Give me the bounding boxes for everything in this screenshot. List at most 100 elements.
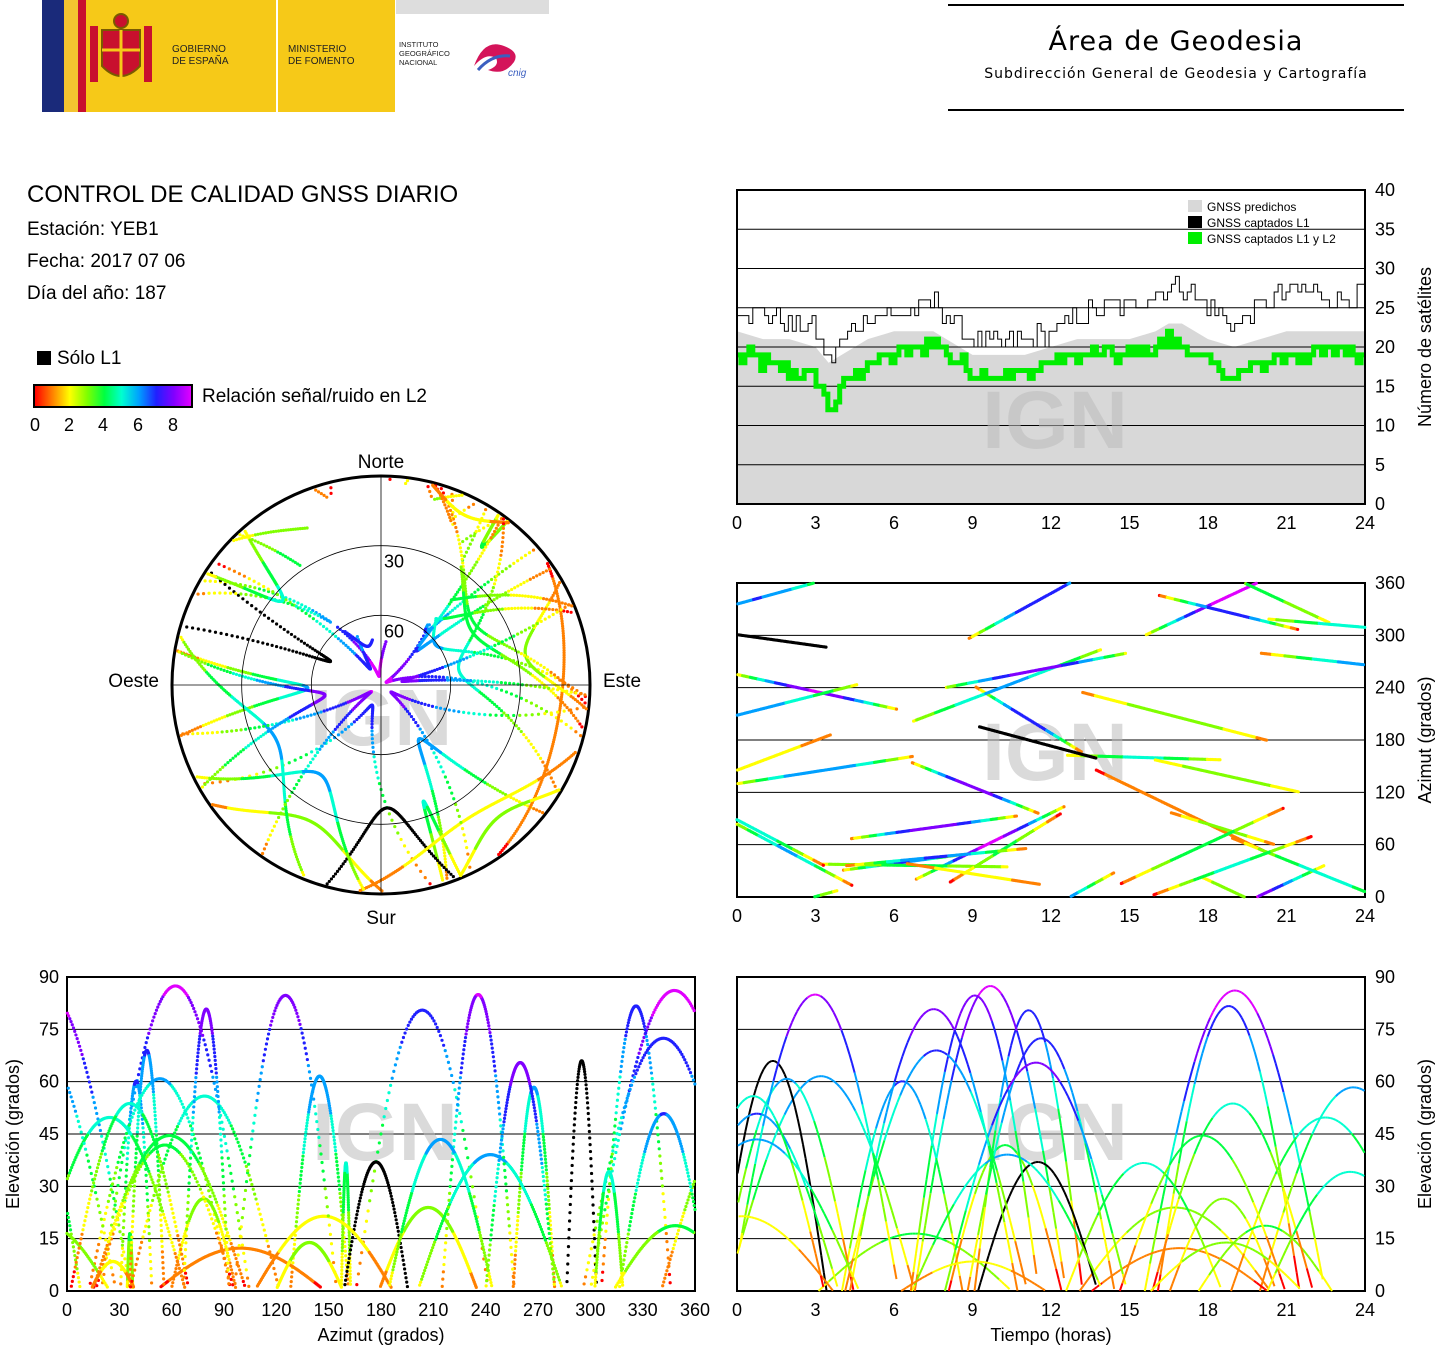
skyplot-point (218, 591, 222, 595)
skyplot-point (343, 727, 348, 731)
skyplot-point (228, 591, 233, 595)
skyplot-point (535, 595, 540, 600)
skyplot-point (287, 761, 291, 765)
skyplot-point (527, 551, 532, 555)
skyplot-point (578, 734, 583, 738)
skyplot-point (248, 585, 252, 589)
skyplot-point (444, 868, 448, 872)
skyplot-point (535, 661, 540, 665)
skyplot-point (519, 696, 523, 700)
skyplot-point (436, 812, 440, 816)
azimuth-time-point (1322, 864, 1326, 868)
azimuth-time-point (1037, 882, 1041, 886)
x-tick-label: 0 (732, 513, 742, 533)
skyplot-point (302, 641, 307, 645)
skyplot-point (467, 505, 471, 509)
azimuth-time-point (835, 889, 839, 893)
skyplot-point (410, 652, 414, 656)
skyplot-point (321, 624, 326, 629)
azimuth-time-point (1254, 581, 1258, 585)
ign-watermark: IGN (982, 375, 1128, 466)
skyplot-point (344, 643, 348, 647)
skyplot-point (235, 635, 240, 639)
skyplot-point (371, 745, 375, 749)
skyplot-point (474, 529, 478, 534)
l1-l2-series-line (737, 328, 1365, 413)
skyplot-point (574, 730, 578, 734)
snr-tick: 6 (133, 415, 144, 435)
skyplot-point (545, 668, 550, 672)
skyplot-point (405, 479, 410, 483)
skyplot-point (223, 591, 227, 595)
skyplot-point (468, 542, 472, 546)
skyplot-point (445, 873, 449, 877)
y-tick-label: 35 (1375, 219, 1395, 239)
header-bottom-rule (948, 109, 1404, 111)
skyplot-point (559, 678, 564, 682)
skyplot-point (227, 567, 231, 571)
x-tick-label: 12 (1041, 906, 1061, 926)
skyplot-point (193, 727, 197, 731)
skyplot-point (370, 733, 374, 737)
x-tick-label: 15 (1119, 513, 1139, 533)
skyplot-point (532, 659, 536, 663)
skyplot-point (564, 722, 568, 727)
legend-swatch (1188, 216, 1202, 228)
area-title: Área de Geodesia (1048, 26, 1304, 57)
x-tick-label: 24 (1355, 513, 1375, 533)
skyplot-point (522, 653, 527, 657)
x-tick-label: 18 (1198, 906, 1218, 926)
skyplot-point (504, 690, 509, 694)
skyplot-point (339, 639, 343, 643)
x-tick-label: 21 (1276, 906, 1296, 926)
skyplot-point (212, 591, 217, 595)
skyplot-point (274, 644, 279, 649)
skyplot-point (217, 562, 221, 566)
doy-label: Día del año: 187 (27, 283, 167, 304)
skyplot-point (485, 683, 489, 688)
skyplot-point (500, 569, 505, 574)
azimuth-time-point (821, 863, 825, 867)
skyplot-point (428, 882, 432, 886)
x-tick-label: 18 (1198, 513, 1218, 533)
skyplot-point (294, 650, 299, 654)
skyplot-point (427, 674, 431, 679)
skyplot-point (262, 588, 266, 592)
skyplot-point (271, 590, 275, 594)
skyplot-point (331, 874, 336, 879)
y-tick-label: 15 (1375, 376, 1395, 396)
skyplot-point (215, 662, 219, 667)
skyplot-point (251, 638, 255, 643)
skyplot-point (225, 632, 229, 637)
legend-swatch (1188, 232, 1202, 244)
azimuth-time-point (1218, 758, 1222, 762)
x-tick-label: 9 (967, 906, 977, 926)
skyplot-point (202, 628, 206, 632)
skyplot-point (325, 882, 329, 886)
skyplot-point (289, 632, 294, 637)
skyplot-point (524, 699, 529, 703)
skyplot-point (232, 569, 237, 573)
skyplot-point (523, 594, 528, 598)
area-header: Área de Geodesia Subdirección General de… (948, 4, 1404, 111)
skyplot-point (545, 561, 550, 566)
x-tick-label: 3 (810, 906, 820, 926)
skyplot-point (436, 815, 441, 819)
skyplot-point (352, 720, 356, 724)
azimuth-time-point (1363, 625, 1367, 629)
date-label: Fecha: 2017 07 06 (27, 251, 186, 272)
y-tick-label: 180 (1375, 730, 1405, 750)
skyplot-point (529, 595, 533, 599)
x-tick-label: 15 (1119, 906, 1139, 926)
skyplot-point (520, 594, 525, 598)
skyplot-point (210, 781, 215, 785)
skyplot-point (256, 640, 260, 644)
skyplot-point (437, 821, 442, 825)
skyplot-point (207, 591, 211, 595)
ministerio-text: MINISTERIO DE FOMENTO (288, 44, 355, 67)
skyplot-point (203, 579, 207, 583)
skyplot-point (254, 607, 258, 611)
skyplot-point (554, 599, 558, 603)
skyplot-point (458, 542, 462, 546)
